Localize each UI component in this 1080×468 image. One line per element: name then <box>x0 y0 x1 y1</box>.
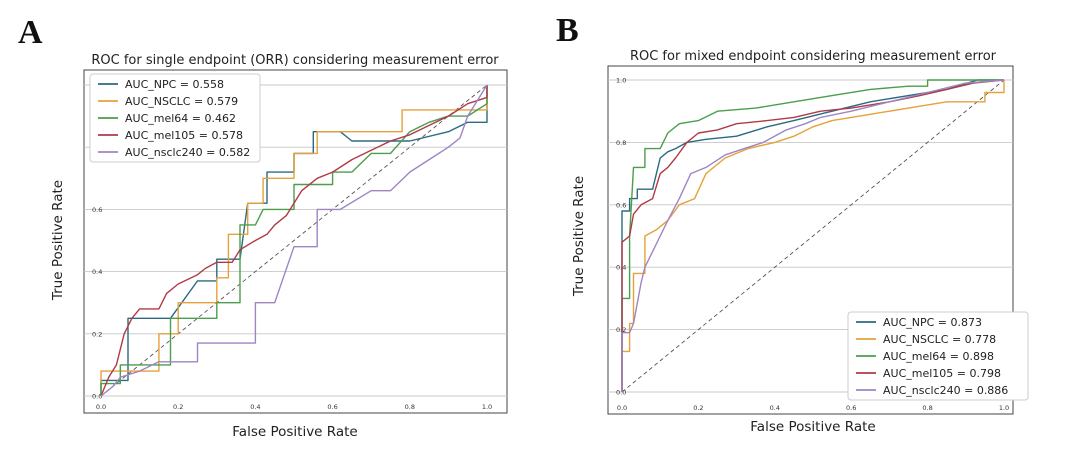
series-line-2 <box>621 80 1005 392</box>
y-tick-label: 0.0 <box>616 389 626 397</box>
series-line-5 <box>621 79 1005 392</box>
y-axis-label: True Positive Rate <box>50 180 66 301</box>
x-tick-label: 1.0 <box>482 403 492 411</box>
series-line-3 <box>100 85 488 396</box>
x-tick-label: 0.8 <box>922 404 932 412</box>
series-line-2 <box>100 85 488 396</box>
legend: AUC_NPC = 0.558 AUC_NSCLC = 0.579 AUC_mel6… <box>89 73 261 163</box>
legend-entry: AUC_mel64 = 0.898 <box>883 350 994 363</box>
y-tick-label: 1.0 <box>616 77 626 85</box>
x-axis-label: False Positive Rate <box>750 419 875 435</box>
legend-box <box>847 311 1029 401</box>
panel-label-b: B <box>556 12 579 49</box>
legend-entry: AUC_mel105 = 0.798 <box>883 367 1001 380</box>
legend-entry: AUC_NPC = 0.558 <box>125 78 224 91</box>
legend-entry: AUC_mel105 = 0.578 <box>125 129 243 142</box>
series-line-4 <box>100 85 488 397</box>
x-tick-label: 0.4 <box>770 404 780 412</box>
x-tick-label: 1.0 <box>999 404 1009 412</box>
legend-entry: AUC_nsclc240 = 0.886 <box>883 384 1008 397</box>
legend-box <box>89 73 261 163</box>
roc-chart-mixed-endpoint: 0.0 0.2 0.4 0.6 0.8 1.0 0.0 0.2 0.4 0.6 0.8 1.0 ROC … <box>571 49 1029 435</box>
chart-title: ROC for single endpoint (ORR) considerin… <box>91 53 499 68</box>
y-tick-label: 0.6 <box>92 206 102 214</box>
legend-entry: AUC_NPC = 0.873 <box>883 316 982 329</box>
y-axis-label: True Positive Rate <box>571 176 587 297</box>
panel-label-a: A <box>18 14 43 51</box>
x-tick-label: 0.0 <box>617 404 627 412</box>
x-tick-label: 0.2 <box>173 403 183 411</box>
legend: AUC_NPC = 0.873 AUC_NSCLC = 0.778 AUC_mel6… <box>847 311 1029 401</box>
roc-chart-single-endpoint: 0.00.20.40.60.81.00.00.20.40.60.81.0ROC … <box>50 53 508 440</box>
x-tick-label: 0.8 <box>405 403 415 411</box>
legend-entry: AUC_mel64 = 0.462 <box>125 112 236 125</box>
legend-entry: AUC_NSCLC = 0.778 <box>883 333 996 346</box>
legend-entry: AUC_nsclc240 = 0.582 <box>125 146 250 159</box>
x-tick-label: 0.2 <box>693 404 703 412</box>
y-tick-label: 0.2 <box>92 330 102 338</box>
x-tick-label: 0.4 <box>250 403 260 411</box>
series-line-3 <box>621 79 1004 392</box>
y-tick-label: 0.0 <box>92 393 102 401</box>
x-axis-label: False Positive Rate <box>232 424 357 440</box>
diagonal-reference-line <box>100 84 488 397</box>
x-tick-label: 0.6 <box>846 404 856 412</box>
series-line-1 <box>100 85 488 396</box>
x-tick-label: 0.0 <box>96 403 106 411</box>
legend-entry: AUC_NSCLC = 0.579 <box>125 95 238 108</box>
x-tick-label: 0.6 <box>327 403 337 411</box>
y-tick-label: 0.2 <box>616 326 626 334</box>
y-tick-label: 0.8 <box>616 139 626 147</box>
series-line-5 <box>100 84 488 397</box>
chart-title: ROC for mixed endpoint considering measu… <box>630 49 997 64</box>
diagonal-reference-line <box>621 79 1005 393</box>
y-tick-label: 0.4 <box>92 268 102 276</box>
y-tick-label: 0.6 <box>616 201 626 209</box>
y-tick-label: 0.4 <box>616 264 626 272</box>
